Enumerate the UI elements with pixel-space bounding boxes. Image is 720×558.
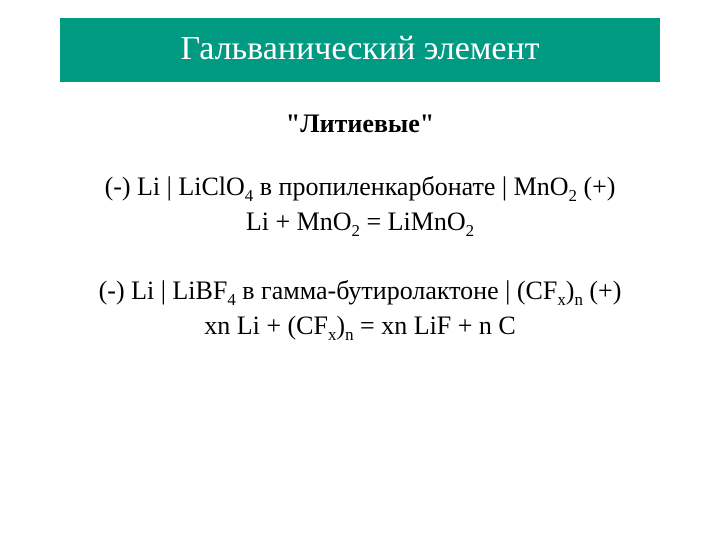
text-fragment: = LiMnO xyxy=(360,207,466,236)
text-fragment: Li + MnO xyxy=(246,207,352,236)
reaction-2: xn Li + (CFx)n = xn LiF + n C xyxy=(40,308,680,343)
subscript: 2 xyxy=(466,221,474,240)
subscript: 2 xyxy=(352,221,360,240)
text-fragment: = xn LiF + n C xyxy=(354,311,516,340)
chemistry-block-1: (-) Li | LiClO4 в пропиленкарбонате | Mn… xyxy=(40,169,680,239)
subtitle: "Литиевые" xyxy=(40,106,680,141)
text-fragment: (-) Li | LiBF xyxy=(99,276,228,305)
text-fragment: (+) xyxy=(583,276,621,305)
chemistry-block-2: (-) Li | LiBF4 в гамма-бутиролактоне | (… xyxy=(40,273,680,343)
text-fragment: xn Li + (CF xyxy=(204,311,328,340)
subscript: n xyxy=(574,290,582,309)
reaction-1: Li + MnO2 = LiMnO2 xyxy=(40,204,680,239)
subscript: 2 xyxy=(569,186,577,205)
subscript: 4 xyxy=(227,290,235,309)
subscript: 4 xyxy=(245,186,253,205)
text-fragment: ) xyxy=(336,311,345,340)
slide-title: Гальванический элемент xyxy=(181,30,540,67)
subscript: x xyxy=(557,290,565,309)
text-fragment: в пропиленкарбонате | MnO xyxy=(253,172,568,201)
subscript: n xyxy=(345,326,353,345)
text-fragment: в гамма-бутиролактоне | (CF xyxy=(236,276,558,305)
cell-notation-1: (-) Li | LiClO4 в пропиленкарбонате | Mn… xyxy=(40,169,680,204)
text-fragment: (+) xyxy=(577,172,615,201)
slide-content: "Литиевые" (-) Li | LiClO4 в пропиленкар… xyxy=(0,82,720,343)
cell-notation-2: (-) Li | LiBF4 в гамма-бутиролактоне | (… xyxy=(40,273,680,308)
text-fragment: (-) Li | LiClO xyxy=(105,172,245,201)
slide-title-bar: Гальванический элемент xyxy=(60,18,660,82)
